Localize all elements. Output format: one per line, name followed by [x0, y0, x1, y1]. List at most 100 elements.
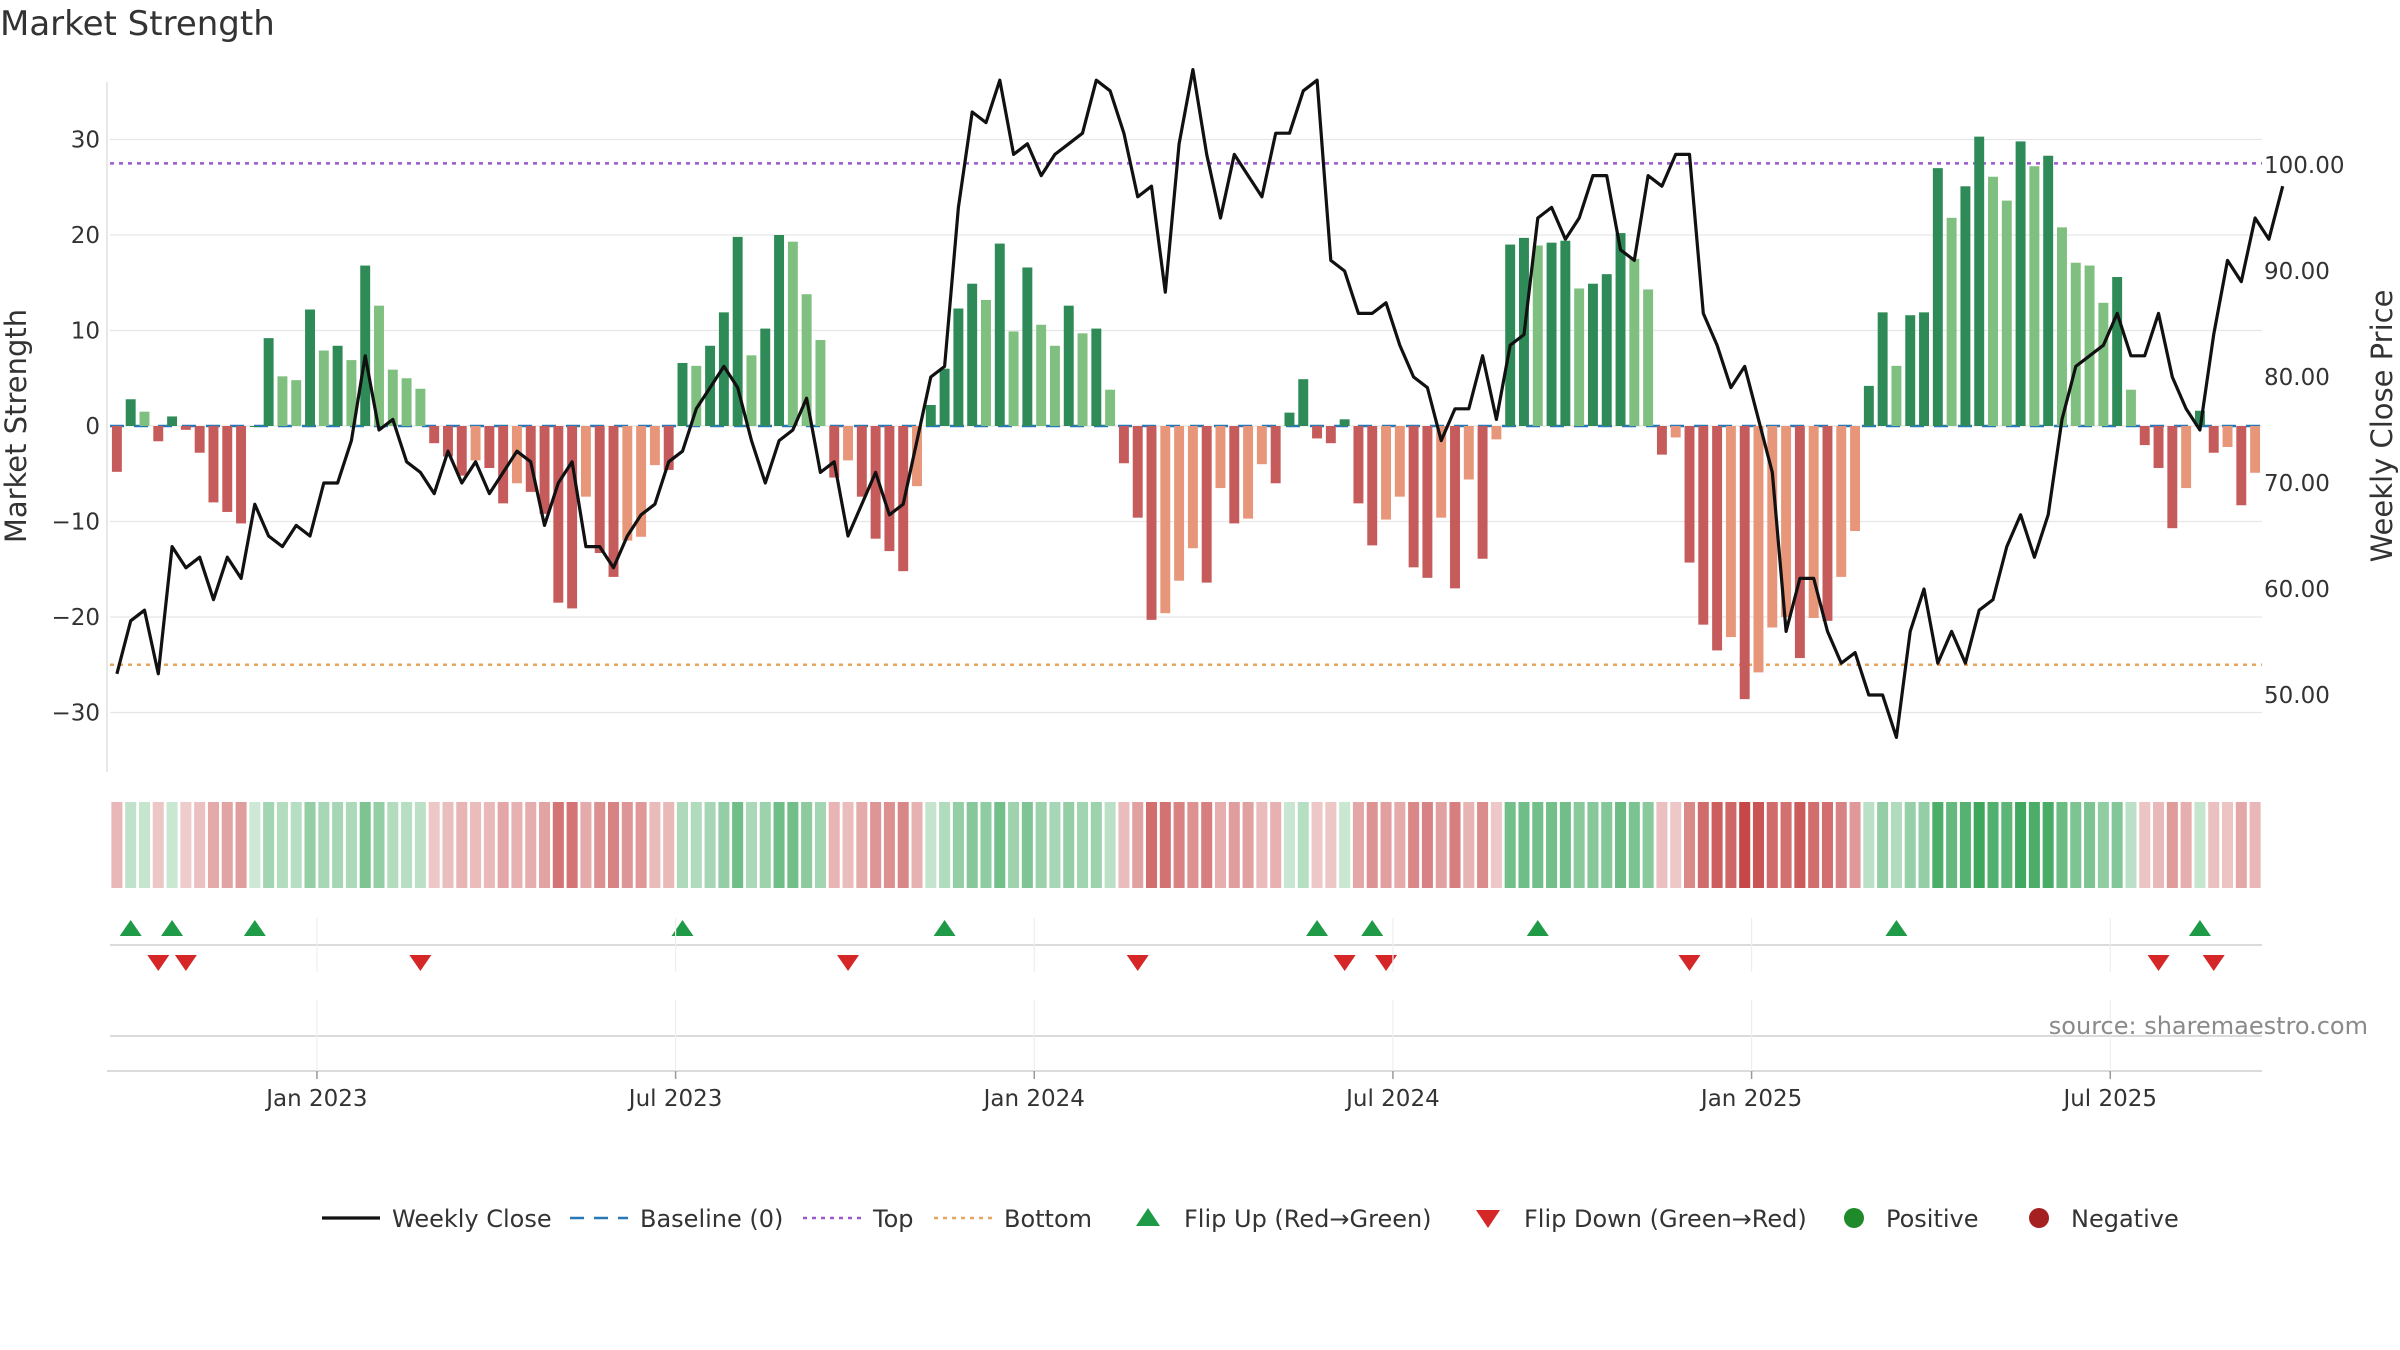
strength-strip-cell	[194, 802, 206, 888]
strength-strip-cell	[1187, 802, 1199, 888]
y-right-tick-label: 60.00	[2264, 577, 2330, 603]
strength-bar	[1505, 244, 1516, 426]
strength-bar	[1174, 426, 1185, 581]
strength-strip-cell	[732, 802, 744, 888]
strength-bar	[1781, 426, 1792, 617]
strength-strip-cell	[856, 802, 868, 888]
strength-bar	[208, 426, 219, 503]
strength-strip-cell	[2084, 802, 2096, 888]
strength-strip-cell	[1118, 802, 1130, 888]
strength-bar	[511, 426, 522, 484]
strength-strip-cell	[373, 802, 385, 888]
strength-strip-cell	[456, 802, 468, 888]
y-left-tick-label: −10	[51, 510, 100, 536]
strength-strip-cell	[594, 802, 606, 888]
strength-strip-cell	[2249, 802, 2261, 888]
strength-strip-cell	[883, 802, 895, 888]
strength-bar	[856, 426, 867, 497]
strength-strip-cell	[1849, 802, 1861, 888]
strength-bar	[1712, 426, 1723, 651]
strength-bars	[111, 136, 2261, 700]
strength-strip-cell	[2153, 802, 2165, 888]
strength-bar	[429, 426, 440, 444]
strength-bar	[401, 378, 412, 426]
strength-strip-cell	[994, 802, 1006, 888]
strength-strip-cell	[1228, 802, 1240, 888]
strength-bar	[1008, 331, 1019, 426]
legend-item: Baseline (0)	[570, 1205, 783, 1233]
strength-strip-cell	[980, 802, 992, 888]
strength-bar	[774, 235, 785, 426]
strength-strip-cell	[1366, 802, 1378, 888]
strength-strip-cell	[607, 802, 620, 888]
legend-swatch-positive	[1844, 1208, 1864, 1228]
strength-bar	[291, 380, 302, 426]
strength-bar	[553, 426, 564, 603]
y-right-tick-label: 100.00	[2264, 153, 2344, 179]
y-right-tick-label: 50.00	[2264, 683, 2330, 709]
strength-bar	[1877, 312, 1888, 426]
strength-strip-cell	[690, 802, 702, 888]
strength-bar	[1477, 426, 1488, 559]
strength-strip-cell	[1173, 802, 1185, 888]
strength-bar	[1243, 426, 1254, 519]
strength-bar	[346, 360, 357, 426]
strength-strip-cell	[1904, 802, 1916, 888]
strength-bar	[194, 426, 205, 453]
strength-bar	[525, 426, 536, 492]
strength-bar	[2236, 426, 2247, 506]
flip-up-marker	[2188, 920, 2211, 936]
strength-bar	[2153, 426, 2164, 469]
legend-item: Flip Down (Green→Red)	[1476, 1205, 1807, 1233]
strength-strip-cell	[401, 802, 413, 888]
strength-bar	[1408, 426, 1419, 568]
strength-strip-cell	[290, 802, 302, 888]
strength-strip-cell	[911, 802, 923, 888]
flip-up-marker	[161, 920, 184, 936]
strength-strip-cell	[525, 802, 537, 888]
strength-bar	[1643, 289, 1654, 426]
strength-bar	[691, 365, 702, 426]
strength-bar	[139, 411, 150, 426]
strength-bar	[167, 416, 178, 426]
strength-bar	[236, 426, 247, 524]
strength-strip-cell	[1559, 802, 1571, 888]
strength-bar	[1698, 426, 1709, 625]
strength-strip-cell	[1587, 802, 1599, 888]
strength-bar	[498, 426, 509, 504]
strength-bar	[1118, 426, 1129, 464]
strength-strip-cell	[1132, 802, 1144, 888]
strength-bar	[2208, 426, 2219, 453]
strength-bar	[2194, 410, 2205, 426]
strength-bar	[2167, 426, 2178, 529]
x-tick-label: Jul 2025	[2061, 1086, 2157, 1112]
strength-strip-cell	[221, 802, 233, 888]
strength-bar	[1546, 242, 1557, 426]
legend-swatch-flip-up	[1136, 1208, 1160, 1226]
strength-bar	[1491, 426, 1502, 440]
strength-bar	[2029, 166, 2040, 427]
strength-strip-cell	[773, 802, 785, 888]
x-tick-label: Jul 2023	[627, 1086, 723, 1112]
strength-bar	[1932, 168, 1943, 426]
strength-strip-cell	[332, 802, 344, 888]
strength-bar	[1270, 426, 1281, 484]
weekly-close-line	[115, 67, 2285, 740]
strength-strip-cell	[1297, 802, 1309, 888]
strength-bar	[594, 426, 605, 554]
flip-up-marker	[119, 920, 142, 936]
strength-bar	[1381, 426, 1391, 520]
strength-bar	[622, 426, 633, 541]
strength-strip-cell	[1546, 802, 1558, 888]
strength-bar	[387, 369, 398, 426]
y-left-tick-label: −20	[51, 605, 100, 631]
strength-bar	[456, 426, 467, 476]
strength-strip-cell	[1104, 802, 1116, 888]
strength-strip-cell	[1628, 802, 1640, 888]
strength-strip-cell	[2097, 802, 2109, 888]
strength-bar	[1256, 426, 1267, 465]
x-tick-label: Jan 2024	[982, 1086, 1085, 1112]
strength-strip-cell	[263, 802, 275, 888]
strength-bar	[746, 355, 757, 426]
strength-bar	[884, 426, 895, 552]
